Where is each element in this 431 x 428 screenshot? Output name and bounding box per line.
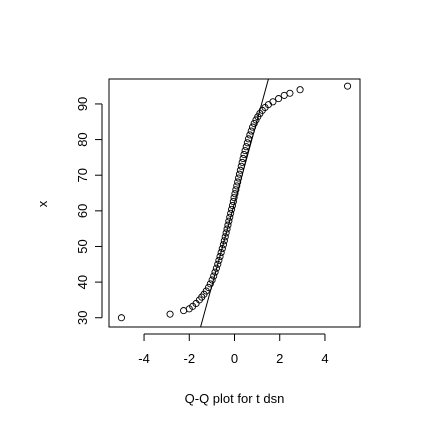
data-point-26 [224, 221, 232, 229]
data-point-14 [211, 268, 219, 276]
data-point-39 [235, 170, 244, 178]
data-point-1 [166, 310, 174, 318]
x-tick-label: 2 [276, 351, 283, 366]
data-point-44 [240, 150, 248, 159]
data-point-9 [202, 287, 210, 295]
data-point-43 [239, 154, 247, 163]
data-point-16 [214, 260, 222, 268]
data-point-60 [275, 95, 283, 103]
data-point-49 [246, 131, 254, 139]
data-point-31 [228, 201, 237, 210]
data-point-52 [250, 119, 258, 128]
y-tick-label: 70 [75, 168, 90, 182]
x-axis: -4 -2 0 2 4 [138, 333, 329, 366]
data-point-46 [242, 143, 250, 151]
data-point-30 [228, 205, 236, 213]
y-tick-label: 30 [75, 311, 90, 325]
y-tick-label: 60 [75, 204, 90, 218]
plot-frame [108, 78, 361, 328]
data-point-34 [231, 190, 239, 198]
data-point-59 [269, 98, 277, 106]
data-point-48 [244, 135, 253, 143]
data-point-37 [234, 178, 242, 186]
data-point-64 [344, 82, 352, 90]
data-point-27 [225, 217, 233, 225]
y-tick-label: 40 [75, 275, 90, 289]
data-point-35 [232, 186, 240, 194]
data-point-19 [217, 248, 225, 257]
data-point-51 [249, 123, 257, 131]
data-point-62 [286, 89, 294, 97]
data-point-22 [220, 237, 228, 245]
data-point-18 [216, 252, 224, 260]
data-point-11 [206, 280, 214, 288]
data-point-0 [117, 314, 125, 322]
x-tick-label: 4 [321, 351, 328, 366]
data-point-50 [247, 127, 255, 135]
data-point-20 [218, 245, 226, 253]
data-point-29 [227, 209, 235, 217]
data-point-36 [233, 182, 241, 190]
y-tick-label: 50 [75, 239, 90, 253]
x-tick-label: -2 [183, 351, 195, 366]
data-point-45 [241, 147, 249, 155]
data-point-15 [212, 264, 220, 272]
x-tick-label: -4 [138, 351, 150, 366]
data-point-63 [296, 86, 304, 94]
y-axis: 30 40 50 60 70 80 90 [75, 97, 103, 325]
data-point-10 [204, 283, 213, 291]
data-point-32 [229, 198, 237, 206]
data-point-40 [236, 166, 244, 174]
data-point-28 [226, 213, 234, 221]
data-point-23 [221, 233, 229, 241]
data-point-24 [222, 229, 230, 237]
points-group [117, 82, 352, 322]
data-point-42 [238, 158, 246, 166]
data-point-21 [219, 241, 227, 249]
y-axis-label: x [35, 200, 50, 207]
data-point-17 [215, 256, 223, 264]
data-point-13 [210, 272, 218, 280]
x-tick-label: 0 [231, 351, 238, 366]
data-point-47 [243, 139, 251, 147]
data-point-25 [223, 225, 231, 233]
data-point-12 [208, 276, 216, 284]
data-point-38 [235, 174, 243, 182]
data-point-33 [230, 194, 238, 202]
y-tick-label: 80 [75, 132, 90, 146]
x-axis-label: Q-Q plot for t dsn [185, 391, 285, 406]
y-tick-label: 90 [75, 97, 90, 111]
data-point-41 [237, 162, 245, 170]
